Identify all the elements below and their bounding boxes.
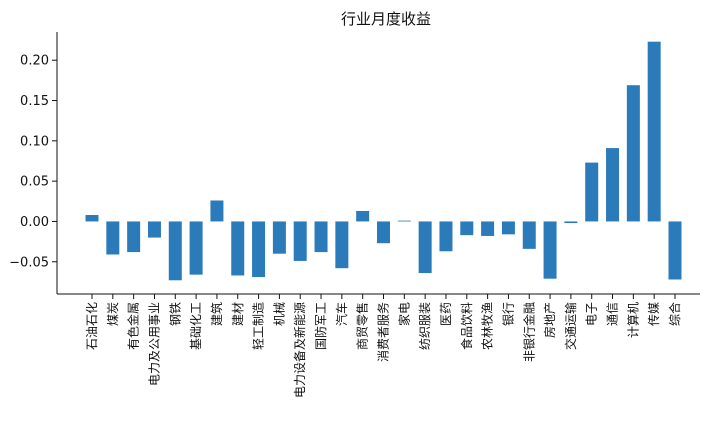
y-tick-label: 0.10 [20,134,49,149]
x-tick-label: 消费者服务 [376,302,391,362]
y-tick-label: 0.15 [20,94,49,109]
bar [85,214,99,222]
bar [543,221,557,279]
bar [335,221,349,269]
bar [668,221,682,280]
x-tick-label: 电力及公用事业 [147,302,161,386]
bar [356,210,370,222]
bar [418,221,432,274]
bar [231,221,245,276]
bar [127,221,141,253]
x-tick-label: 计算机 [625,302,640,338]
y-tick-label: 0.20 [20,54,49,69]
x-tick-label: 汽车 [334,302,349,326]
bar [522,221,536,249]
x-tick-label: 非银行金融 [521,302,536,362]
bar [147,221,161,238]
bar [501,221,515,235]
x-tick-label: 通信 [606,302,620,326]
x-tick-label: 电力设备及新能源 [292,302,307,398]
x-tick-label: 国防军工 [313,302,328,350]
bar [210,200,224,222]
x-tick-label: 商贸零售 [355,302,370,350]
bar [397,220,411,222]
bar [272,221,286,254]
x-tick-label: 建材 [231,302,245,326]
bar [626,85,640,222]
x-tick-label: 煤炭 [106,302,120,326]
axes-spines [56,32,700,295]
bar [106,221,120,255]
bar [189,221,203,275]
x-tick-label: 机械 [271,302,286,326]
bar [377,221,390,244]
y-axis: −0.05 0.00 0.05 0.10 0.15 0.20 [9,54,57,270]
bars [85,41,682,281]
x-tick-label: 钢铁 [168,302,182,326]
bar [564,221,578,224]
x-tick-label: 建筑 [209,302,224,326]
x-tick-label: 医药 [439,302,453,326]
y-tick-label: −0.05 [9,255,49,270]
bar [460,221,474,236]
x-axis-labels: 石油石化 煤炭 有色金属 电力及公用事业 钢铁 基础化工 建筑 建材 轻工制造 机械 电力设备及新能… [85,294,682,398]
bar [314,221,328,253]
x-tick-label: 综合 [667,302,682,326]
x-tick-label: 有色金属 [126,302,141,350]
x-tick-label: 房地产 [542,302,557,338]
x-tick-label: 轻工制造 [252,302,266,350]
x-tick-label: 基础化工 [189,302,203,350]
x-tick-label: 交通运输 [563,302,578,350]
x-tick-label: 传媒 [646,302,661,326]
x-tick-label: 纺织服装 [418,302,432,350]
x-tick-label: 农林牧渔 [481,302,495,350]
x-tick-label: 电子 [585,302,599,326]
x-tick-label: 食品饮料 [459,302,474,350]
x-tick-label: 家电 [396,302,411,326]
bar [293,221,307,261]
y-tick-label: 0.05 [20,175,49,190]
bar [252,221,266,278]
y-tick-label: 0.00 [20,215,49,230]
bar [585,162,599,222]
bar [439,221,453,252]
bar [647,41,661,222]
bar [606,148,620,222]
chart-title: 行业月度收益 [341,10,431,28]
bar [481,221,495,236]
x-tick-label: 银行 [501,302,515,326]
x-tick-label: 石油石化 [85,302,99,350]
bar [168,221,182,281]
